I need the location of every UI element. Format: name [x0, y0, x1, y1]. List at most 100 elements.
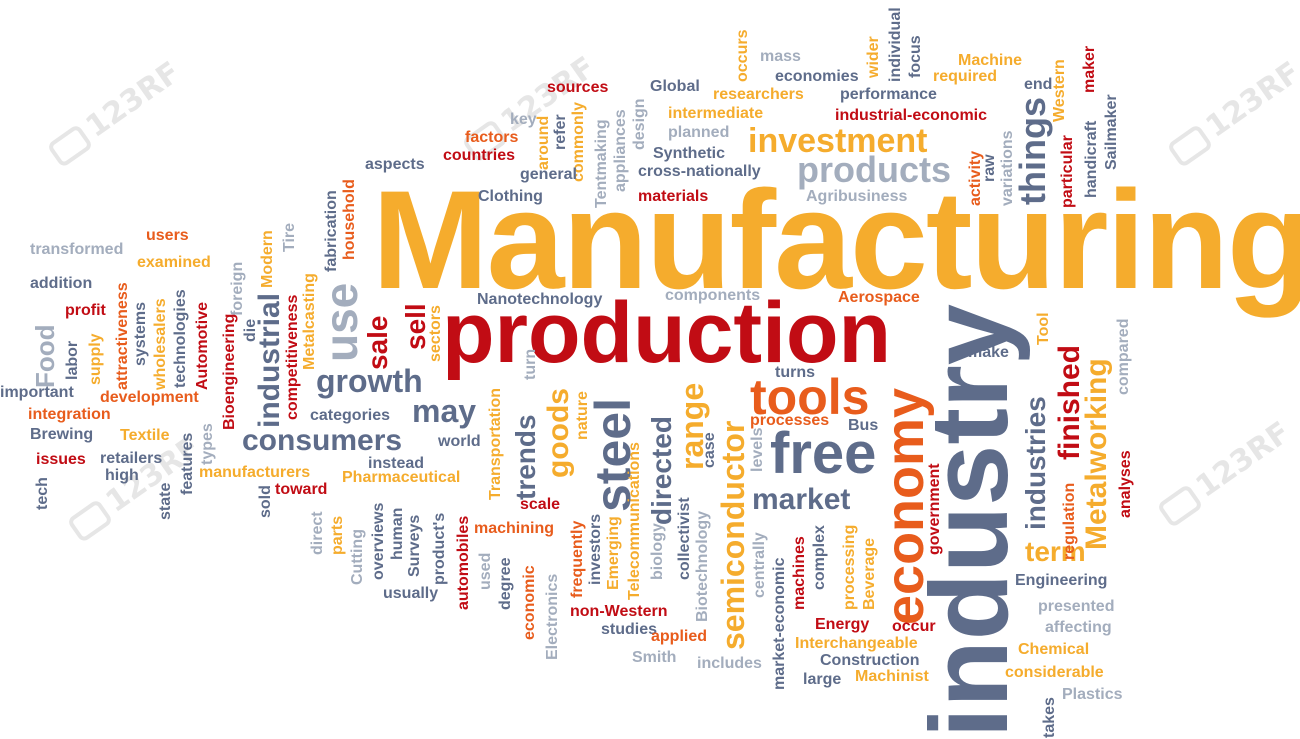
watermark: 123RF [44, 55, 187, 170]
word: processing [841, 524, 858, 610]
word: examined [137, 254, 211, 271]
word: human [389, 507, 406, 560]
word: labor [64, 340, 81, 380]
word: automobiles [455, 515, 472, 610]
word: may [412, 393, 477, 429]
word: Electronics [544, 573, 561, 660]
word: supply [87, 333, 104, 385]
word: studies [601, 621, 658, 638]
word: production [442, 285, 892, 381]
word: state [157, 482, 174, 520]
word: raw [981, 154, 998, 182]
word: Chemical [1018, 641, 1090, 658]
word: investors [587, 513, 604, 585]
word: Construction [820, 652, 920, 669]
word: sell [400, 303, 431, 350]
word: end [1024, 76, 1053, 93]
word: applied [651, 628, 708, 645]
word: usually [383, 585, 439, 602]
word: sale [362, 315, 393, 371]
word: appliances [612, 109, 629, 192]
word: collectivist [676, 497, 693, 580]
word: regulation [1061, 482, 1078, 560]
word: components [665, 287, 761, 304]
word: technologies [172, 289, 189, 388]
word: focus [907, 35, 924, 78]
word: market [752, 483, 851, 516]
word: term [1025, 536, 1086, 567]
word: Tire [281, 222, 298, 252]
word: required [933, 68, 998, 85]
word: growth [316, 363, 423, 399]
word: investment [748, 122, 928, 160]
word: wholesalers [152, 298, 169, 390]
word: goods [542, 388, 575, 478]
word: materials [638, 188, 709, 205]
word: intermediate [668, 105, 764, 122]
word: use [315, 282, 367, 362]
word: Modern [259, 230, 276, 288]
word: Metalcasting [301, 273, 318, 370]
camera-icon [66, 498, 114, 543]
word: Synthetic [653, 145, 726, 162]
word: presented [1038, 598, 1115, 615]
word: analyses [1117, 450, 1134, 518]
word: retailers [100, 450, 163, 467]
word: attractiveness [114, 282, 131, 390]
word: market-economic [771, 557, 788, 691]
word: government [926, 463, 943, 555]
word: Interchangeable [795, 635, 918, 652]
word: Pharmaceutical [342, 469, 461, 486]
word: performance [840, 86, 937, 103]
word: sectors [427, 305, 444, 362]
word: maker [1081, 45, 1098, 93]
word: researchers [713, 86, 804, 103]
word: general [520, 166, 577, 183]
word: free [770, 421, 877, 486]
word: scale [520, 496, 561, 513]
word: trends [510, 414, 541, 500]
word: Engineering [1015, 572, 1108, 589]
word: Agribusiness [806, 188, 908, 205]
camera-icon [46, 123, 94, 168]
word: parts [329, 515, 346, 555]
word: fabrication [323, 190, 340, 272]
word: cross-nationally [638, 163, 761, 180]
word: Biotechnology [694, 510, 711, 622]
word: economies [775, 68, 859, 85]
word: takes [1041, 697, 1058, 738]
word: make [968, 344, 1009, 361]
word: industries [1020, 396, 1051, 530]
word: Tentmaking [593, 119, 610, 208]
word: tech [34, 477, 51, 510]
word: things [1012, 97, 1053, 205]
word: used [477, 552, 494, 590]
word: Sailmaker [1103, 94, 1120, 170]
word: Energy [815, 616, 870, 633]
word: tools [750, 369, 870, 425]
word: Cutting [349, 529, 366, 585]
word: economy [875, 387, 935, 625]
word: competitiveness [284, 294, 301, 420]
word: product's [431, 512, 448, 585]
word: high [105, 467, 139, 484]
word: types [199, 423, 216, 465]
word: systems [132, 301, 149, 366]
word: mass [760, 48, 801, 65]
word: nature [574, 391, 591, 440]
word: Manufacturing [372, 161, 1300, 318]
word: turns [775, 364, 815, 381]
word: Brewing [30, 426, 94, 443]
word: Machinist [855, 668, 929, 685]
watermark: 123RF [1154, 415, 1297, 530]
word: Textile [120, 427, 170, 444]
word: design [631, 98, 648, 150]
word: Metalworking [1080, 358, 1113, 550]
word: key [510, 111, 537, 128]
word: occur [892, 618, 936, 635]
word: Smith [632, 649, 677, 666]
word: machines [791, 536, 808, 610]
word: includes [697, 655, 762, 672]
word: compared [1115, 318, 1132, 395]
